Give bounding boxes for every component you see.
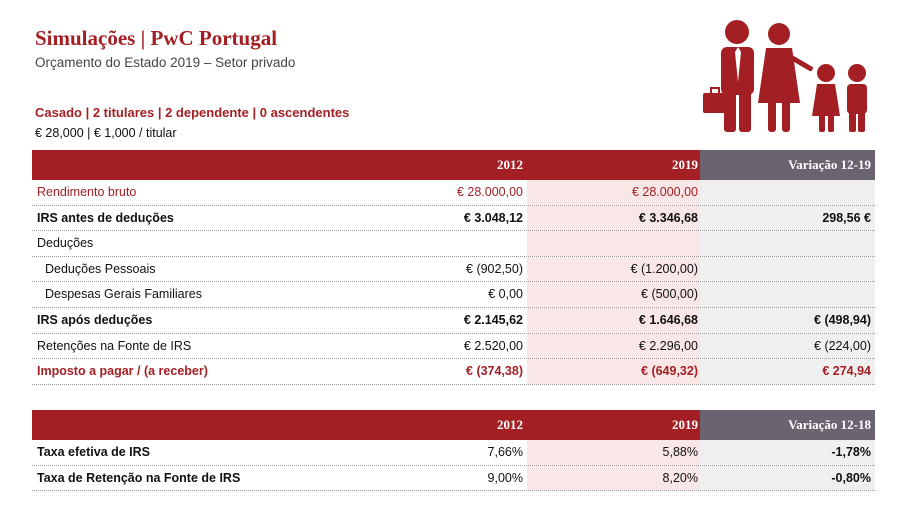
column-header: Variação 12-19 bbox=[700, 150, 875, 180]
header-spacer bbox=[32, 150, 350, 180]
empty-cell bbox=[700, 282, 875, 307]
cell-value: € 0,00 bbox=[488, 287, 523, 302]
cell-value: € 3.048,12 bbox=[463, 210, 523, 225]
table-header: 2012 2019 Variação 12-18 bbox=[32, 410, 875, 440]
cell-value: € (1.200,00) bbox=[527, 256, 700, 282]
subtitle: Orçamento do Estado 2019 – Setor privado bbox=[35, 55, 296, 70]
empty-cell bbox=[700, 231, 875, 256]
row-label: IRS antes de deduções bbox=[37, 210, 174, 225]
cell-value: 5,88% bbox=[527, 440, 700, 465]
cell-value: -1,78% bbox=[700, 440, 875, 465]
row-label: Deduções bbox=[37, 236, 94, 251]
table-row: Imposto a pagar / (a receber) € (374,38) €… bbox=[32, 359, 875, 385]
column-header: 2012 bbox=[497, 417, 523, 432]
column-header: 2019 bbox=[672, 157, 698, 172]
empty-cell bbox=[350, 231, 527, 256]
table-row: Rendimento bruto € 28.000,00 € 28.000,00 bbox=[32, 180, 875, 206]
row-label: Deduções Pessoais bbox=[45, 261, 156, 276]
cell-value: € 2.145,62 bbox=[463, 312, 523, 327]
cell-value: € 274,94 bbox=[700, 359, 875, 384]
table-row: Deduções Pessoais € (902,50) € (1.200,00) bbox=[32, 256, 875, 283]
cell-value: € (374,38) bbox=[466, 364, 523, 379]
empty-cell bbox=[700, 256, 875, 282]
empty-cell bbox=[527, 231, 700, 256]
household: Casado | 2 titulares | 2 dependente | 0 … bbox=[35, 105, 350, 120]
cell-value: € 3.346,68 bbox=[527, 205, 700, 231]
row-label: Taxa de Retenção na Fonte de IRS bbox=[37, 470, 241, 485]
table-row: IRS antes de deduções € 3.048,12 € 3.346,6… bbox=[32, 205, 875, 232]
family-icon bbox=[703, 20, 867, 132]
cell-value: 7,66% bbox=[487, 445, 523, 459]
table: 2012 2019 Variação 12-19 Rendimento bruto € … bbox=[32, 150, 875, 385]
cell-value: € 1.646,68 bbox=[527, 307, 700, 333]
header-spacer bbox=[32, 410, 350, 440]
cell-value: 298,56 € bbox=[700, 205, 875, 231]
table-header: 2012 2019 Variação 12-19 bbox=[32, 150, 875, 180]
cell-value: 8,20% bbox=[527, 465, 700, 491]
table-row: IRS após deduções € 2.145,62 € 1.646,68 € (… bbox=[32, 307, 875, 334]
row-label: Retenções na Fonte de IRS bbox=[37, 338, 192, 353]
table-row: Taxa de Retenção na Fonte de IRS 9,00% 8,2… bbox=[32, 465, 875, 492]
cell-value: € 28.000,00 bbox=[456, 185, 523, 199]
table-row: Despesas Gerais Familiares € 0,00 € (500,0… bbox=[32, 282, 875, 308]
title: Simulações | PwC Portugal bbox=[35, 26, 278, 50]
row-label: Rendimento bruto bbox=[37, 185, 137, 199]
table-row: Retenções na Fonte de IRS € 2.520,00 € 2.2… bbox=[32, 333, 875, 360]
table-row: Deduções bbox=[32, 231, 875, 257]
cell-value: € (498,94) bbox=[700, 307, 875, 333]
cell-value: 9,00% bbox=[487, 470, 523, 485]
row-label: IRS após deduções bbox=[37, 312, 153, 327]
table: 2012 2019 Variação 12-18 Taxa efetiva de IR… bbox=[32, 410, 875, 492]
income: € 28,000 | € 1,000 / titular bbox=[35, 126, 177, 140]
column-header: 2012 bbox=[497, 157, 523, 172]
table-row: Taxa efetiva de IRS 7,66% 5,88% -1,78% bbox=[32, 440, 875, 466]
cell-value: € 2.520,00 bbox=[463, 338, 523, 353]
cell-value: € (224,00) bbox=[700, 333, 875, 359]
cell-value: -0,80% bbox=[700, 465, 875, 491]
cell-value: € 28.000,00 bbox=[527, 180, 700, 205]
cell-value: € (500,00) bbox=[527, 282, 700, 307]
row-label: Despesas Gerais Familiares bbox=[45, 287, 202, 302]
row-label: Taxa efetiva de IRS bbox=[37, 445, 151, 459]
cell-value: € (649,32) bbox=[527, 359, 700, 384]
column-header: Variação 12-18 bbox=[700, 410, 875, 440]
empty-cell bbox=[700, 180, 875, 205]
row-label: Imposto a pagar / (a receber) bbox=[37, 364, 208, 379]
cell-value: € 2.296,00 bbox=[527, 333, 700, 359]
column-header: 2019 bbox=[672, 417, 698, 432]
cell-value: € (902,50) bbox=[466, 261, 523, 276]
